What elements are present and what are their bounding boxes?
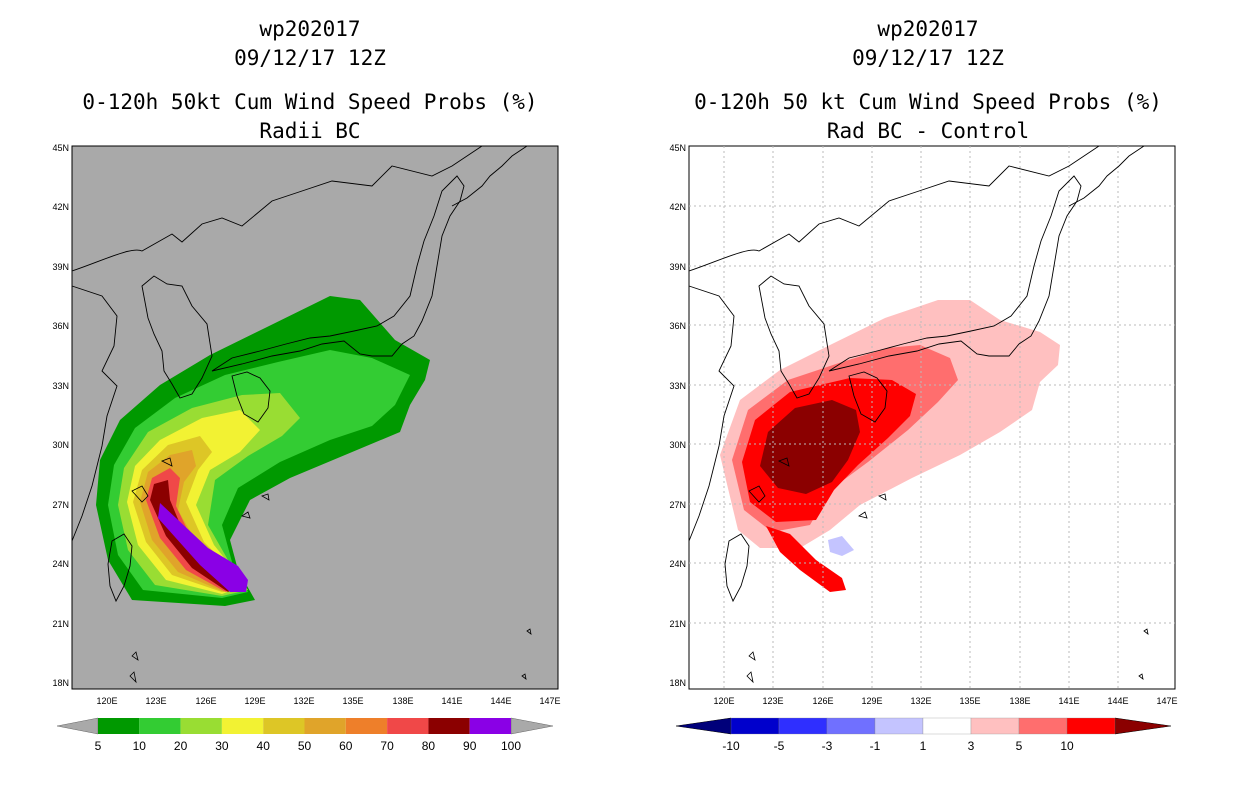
left-title-line3: 0-120h 50kt Cum Wind Speed Probs (%) <box>82 90 538 114</box>
lon-label: 147E <box>1156 696 1177 706</box>
lon-label: 141E <box>1058 696 1079 706</box>
colorbar-box <box>263 718 305 734</box>
lat-label: 42N <box>669 202 686 212</box>
lon-label: 144E <box>490 696 511 706</box>
colorbar-low-arrow <box>56 717 99 735</box>
lon-label: 132E <box>910 696 931 706</box>
lon-label: 141E <box>441 696 462 706</box>
left-title-line1: wp202017 <box>259 17 361 41</box>
colorbar-label: 5 <box>95 739 102 753</box>
left-map: 45N 42N 39N 36N 33N 30N 27N 24N 21N 18N … <box>52 143 560 753</box>
colorbar-label: 10 <box>1060 739 1074 753</box>
right-title-line4: Rad BC - Control <box>826 119 1030 143</box>
colorbar-box <box>221 718 264 734</box>
colorbar-label: 50 <box>298 739 312 753</box>
colorbar-label: 70 <box>380 739 394 753</box>
right-title-line2: 09/12/17 12Z <box>852 46 1004 70</box>
lat-label: 33N <box>669 381 686 391</box>
left-title-line4: Radii BC <box>259 119 361 143</box>
left-panel: wp202017 09/12/17 12Z 0-120h 50kt Cum Wi… <box>52 17 560 753</box>
lat-label: 18N <box>52 678 69 688</box>
lon-label: 129E <box>244 696 265 706</box>
right-lon-labels: 120E 123E 126E 129E 132E 135E 138E 141E … <box>713 696 1177 706</box>
lat-label: 24N <box>52 559 69 569</box>
colorbar-box <box>970 717 1020 735</box>
lat-label: 36N <box>669 321 686 331</box>
lon-label: 138E <box>392 696 413 706</box>
lon-label: 147E <box>539 696 560 706</box>
colorbar-label: 3 <box>968 739 975 753</box>
lat-label: 33N <box>52 381 69 391</box>
colorbar-high-arrow <box>510 717 554 735</box>
right-panel: wp202017 09/12/17 12Z 0-120h 50 kt Cum W… <box>620 0 1236 800</box>
lon-label: 132E <box>293 696 314 706</box>
lat-label: 30N <box>52 440 69 450</box>
colorbar-box <box>1066 717 1116 735</box>
left-colorbar: 5 10 20 30 40 50 60 70 80 90 100 <box>56 717 554 753</box>
lat-label: 42N <box>52 202 69 212</box>
colorbar-label: -1 <box>870 739 881 753</box>
colorbar-box <box>1018 717 1068 735</box>
left-lat-labels: 45N 42N 39N 36N 33N 30N 27N 24N 21N 18N <box>52 143 69 688</box>
colorbar-box <box>922 717 972 735</box>
lon-label: 129E <box>861 696 882 706</box>
lat-label: 30N <box>669 440 686 450</box>
right-colorbar: -10 -5 -3 -1 1 3 5 10 <box>675 717 1172 753</box>
lat-label: 36N <box>52 321 69 331</box>
lat-label: 27N <box>52 500 69 510</box>
colorbar-label: 1 <box>920 739 927 753</box>
lon-label: 123E <box>762 696 783 706</box>
colorbar-box <box>98 718 140 734</box>
colorbar-box <box>387 718 429 734</box>
colorbar-box <box>469 718 511 734</box>
lon-label: 135E <box>342 696 363 706</box>
lon-label: 120E <box>713 696 734 706</box>
lat-label: 21N <box>669 619 686 629</box>
colorbar-label: 30 <box>215 739 229 753</box>
colorbar-box <box>428 718 470 734</box>
lon-label: 123E <box>145 696 166 706</box>
right-title-line1: wp202017 <box>877 17 979 41</box>
left-lon-labels: 120E 123E 126E 129E 132E 135E 138E 141E … <box>96 696 560 706</box>
lon-label: 135E <box>959 696 980 706</box>
lat-label: 45N <box>669 143 686 153</box>
colorbar-label: -5 <box>774 739 785 753</box>
colorbar-box <box>345 718 388 734</box>
colorbar-high-arrow <box>1114 717 1172 735</box>
colorbar-label: 90 <box>463 739 477 753</box>
lat-label: 45N <box>52 143 69 153</box>
colorbar-box <box>180 718 222 734</box>
colorbar-label: 40 <box>257 739 271 753</box>
colorbar-box <box>304 718 346 734</box>
colorbar-box <box>778 717 828 735</box>
lat-label: 18N <box>669 678 686 688</box>
colorbar-box <box>730 717 780 735</box>
right-title-line3: 0-120h 50 kt Cum Wind Speed Probs (%) <box>694 90 1162 114</box>
colorbar-box <box>826 717 876 735</box>
colorbar-label: 10 <box>133 739 147 753</box>
colorbar-box <box>139 718 181 734</box>
colorbar-box <box>874 717 924 735</box>
right-map: 45N 42N 39N 36N 33N 30N 27N 24N 21N 18N … <box>669 143 1177 753</box>
lon-label: 126E <box>195 696 216 706</box>
right-lat-labels: 45N 42N 39N 36N 33N 30N 27N 24N 21N 18N <box>669 143 686 688</box>
lat-label: 39N <box>669 262 686 272</box>
lat-label: 24N <box>669 559 686 569</box>
lon-label: 120E <box>96 696 117 706</box>
lat-label: 27N <box>669 500 686 510</box>
colorbar-label: 5 <box>1016 739 1023 753</box>
colorbar-label: 20 <box>174 739 188 753</box>
lon-label: 144E <box>1107 696 1128 706</box>
lat-label: 39N <box>52 262 69 272</box>
colorbar-low-arrow <box>675 717 732 735</box>
colorbar-label: -3 <box>822 739 833 753</box>
left-title-line2: 09/12/17 12Z <box>234 46 386 70</box>
lon-label: 126E <box>812 696 833 706</box>
colorbar-label: -10 <box>722 739 740 753</box>
colorbar-label: 80 <box>422 739 436 753</box>
lat-label: 21N <box>52 619 69 629</box>
colorbar-label: 60 <box>339 739 353 753</box>
colorbar-label: 100 <box>501 739 521 753</box>
lon-label: 138E <box>1009 696 1030 706</box>
